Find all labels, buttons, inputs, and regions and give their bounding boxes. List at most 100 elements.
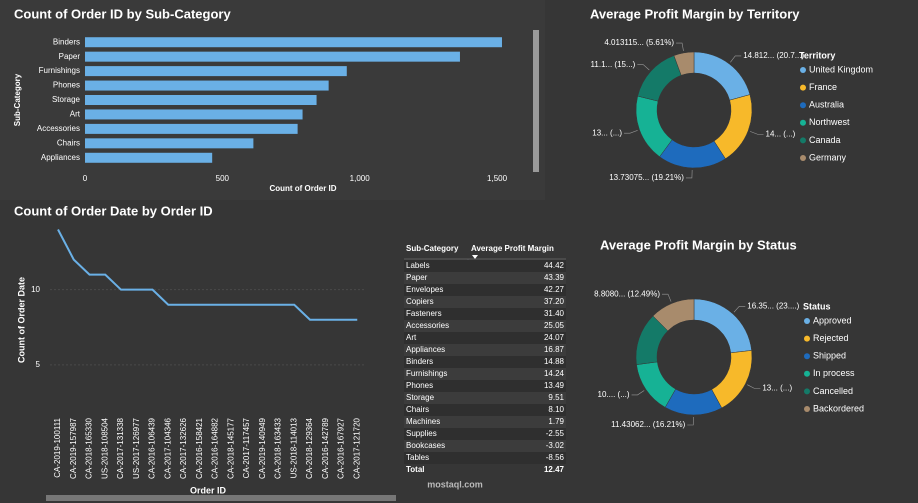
x-tick-label: CA-2017-132626 <box>179 417 188 478</box>
chart-title: Average Profit Margin by Status <box>600 237 797 252</box>
table-cell: -2.55 <box>546 429 565 438</box>
legend-swatch <box>800 102 806 109</box>
table-cell: 25.05 <box>544 321 565 330</box>
table-total: 12.47 <box>544 465 565 474</box>
data-label: 13.73075... (19.21%) <box>609 173 684 182</box>
legend-swatch <box>800 137 806 144</box>
x-tick-label: US-2017-126977 <box>132 417 141 478</box>
data-label: 8.8080... (12.49%) <box>594 289 660 298</box>
x-tick-label: CA-2018-165330 <box>85 417 94 478</box>
legend-swatch <box>800 119 806 126</box>
watermark: mostaql.com <box>427 479 483 489</box>
data-label: 4.013115... (5.61%) <box>604 38 674 47</box>
table-row <box>404 416 566 428</box>
table-cell: Phones <box>406 381 433 390</box>
leader-line <box>631 390 645 396</box>
x-tick-label: CA-2017-131338 <box>116 417 125 478</box>
table-cell: Binders <box>406 357 433 366</box>
donut-slice <box>652 298 695 332</box>
data-label: 16.35... (23....) <box>747 301 799 310</box>
table-cell: Storage <box>406 393 435 402</box>
table-cell: Art <box>406 333 417 342</box>
x-tick-label: 500 <box>216 174 230 183</box>
x-tick-label: CA-2019-140949 <box>258 417 267 478</box>
table-row <box>404 368 566 380</box>
table-row <box>404 380 566 392</box>
bar <box>85 95 317 105</box>
table-row <box>404 272 566 284</box>
table-cell: Furnishings <box>406 369 447 378</box>
leader-line <box>747 384 761 389</box>
x-tick-label: US-2018-108504 <box>100 417 109 478</box>
sort-arrow <box>472 255 478 259</box>
table-row <box>404 260 566 272</box>
table-cell: Chairs <box>406 405 429 414</box>
scrollbar[interactable] <box>533 30 539 172</box>
x-tick-label: 1,500 <box>487 174 508 183</box>
leader-line <box>730 55 742 63</box>
bar <box>85 152 213 163</box>
leader-line <box>685 169 693 179</box>
leader-line <box>749 131 764 135</box>
bar <box>85 123 298 134</box>
table-row <box>404 356 566 368</box>
leader-line <box>624 130 638 134</box>
legend-swatch <box>804 353 810 360</box>
legend-label: Cancelled <box>813 386 853 396</box>
table-row <box>404 308 566 320</box>
table-cell: 8.10 <box>548 405 564 414</box>
x-tick-label: CA-2017-121720 <box>352 417 361 478</box>
scrollbar[interactable] <box>46 495 396 501</box>
y-tick-label: Phones <box>53 81 80 90</box>
data-label: 13... (...) <box>762 383 792 392</box>
y-tick-label: 10 <box>31 285 40 294</box>
y-tick-label: Furnishings <box>39 66 80 75</box>
table-row <box>404 284 566 296</box>
table-row <box>404 392 566 404</box>
table-cell: 44.42 <box>544 261 565 270</box>
table-cell: Fasteners <box>406 309 442 318</box>
legend-label: In process <box>813 368 855 378</box>
leader-line <box>637 64 650 71</box>
legend-title: Territory <box>799 50 835 60</box>
table-cell: 9.51 <box>548 393 564 402</box>
table-cell: 14.88 <box>544 357 565 366</box>
legend-swatch <box>804 370 810 377</box>
axis-title: Sub-Category <box>13 73 22 126</box>
y-tick-label: 5 <box>36 360 41 369</box>
table-cell: Envelopes <box>406 285 443 294</box>
x-tick-label: CA-2016-164882 <box>211 417 220 478</box>
table-cell: Accessories <box>406 321 449 330</box>
data-label: 13... (...) <box>592 128 622 137</box>
x-tick-label: CA-2017-117457 <box>242 417 251 478</box>
legend-swatch <box>800 155 806 161</box>
legend-swatch <box>804 388 810 395</box>
x-tick-label: CA-2017-104346 <box>163 417 172 478</box>
x-tick-label: 1,000 <box>350 174 371 183</box>
table-cell: Tables <box>406 453 429 462</box>
legend-swatch <box>804 406 810 412</box>
bar <box>85 138 254 149</box>
bar <box>85 37 502 48</box>
table-cell: 42.27 <box>544 285 565 294</box>
legend-label: Approved <box>813 315 852 325</box>
table-cell: 37.20 <box>544 297 565 306</box>
axis-title: Count of Order ID <box>269 184 336 193</box>
line <box>57 229 358 321</box>
legend-label: Canada <box>809 135 841 145</box>
table-row <box>404 404 566 416</box>
data-label: 10.... (...) <box>598 390 630 399</box>
y-tick-label: Paper <box>59 52 81 61</box>
x-tick-label: CA-2016-158421 <box>195 417 204 478</box>
legend-label: France <box>809 82 837 92</box>
x-tick-label: CA-2016-167927 <box>337 417 346 478</box>
table-cell: Machines <box>406 417 440 426</box>
y-tick-label: Art <box>70 110 81 119</box>
x-tick-label: 0 <box>83 174 88 183</box>
legend-swatch <box>800 67 806 73</box>
chart-title: Count of Order ID by Sub-Category <box>14 6 231 21</box>
legend-swatch <box>800 84 806 91</box>
table-total: Total <box>406 465 425 474</box>
x-tick-label: CA-2019-157987 <box>69 417 78 478</box>
table-cell: 24.07 <box>544 333 565 342</box>
